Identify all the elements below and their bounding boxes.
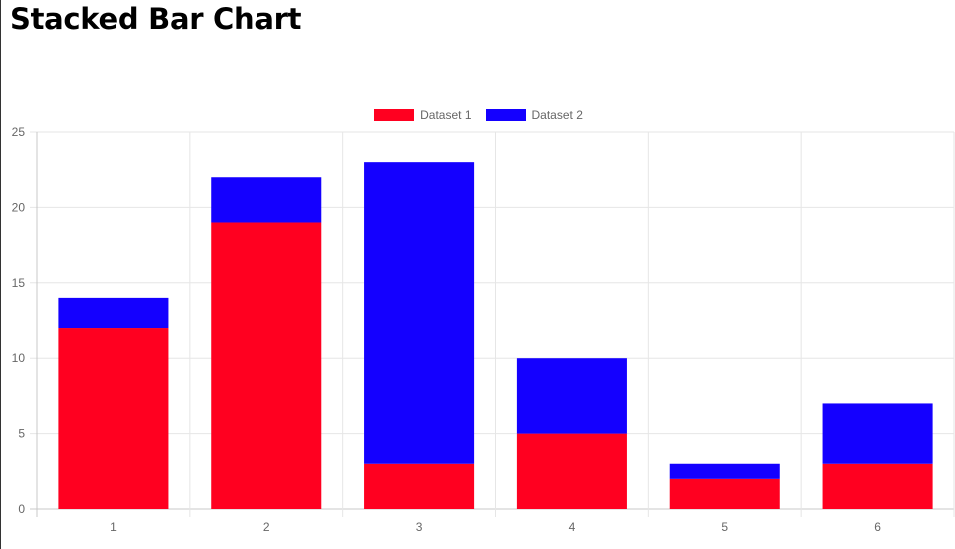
bar-2-4[interactable]	[516, 358, 627, 434]
grid-layer	[30, 131, 955, 517]
bar-1-1[interactable]	[58, 328, 169, 509]
bar-2-1[interactable]	[58, 297, 169, 329]
bar-1-4[interactable]	[516, 433, 627, 509]
x-tick-label: 5	[721, 520, 728, 534]
bar-1-6[interactable]	[822, 463, 933, 509]
legend-item-dataset-2[interactable]: Dataset 2	[485, 108, 583, 122]
bar-2-3[interactable]	[364, 162, 475, 464]
bar-1-5[interactable]	[669, 478, 780, 509]
y-tick-label: 25	[12, 125, 26, 139]
bar-2-2[interactable]	[211, 177, 322, 223]
x-tick-label: 3	[416, 520, 423, 534]
legend-swatch-dataset-2	[485, 109, 526, 121]
y-tick-label: 15	[12, 276, 26, 290]
legend-swatch-dataset-1	[374, 109, 415, 121]
x-tick-label: 4	[569, 520, 576, 534]
axis-layer: 0 5 10 15 20 25 1 2 3 4 5 6	[12, 125, 882, 534]
chart-legend: Dataset 1 Dataset 2	[1, 108, 955, 122]
x-tick-label: 2	[263, 520, 270, 534]
legend-item-dataset-1[interactable]: Dataset 1	[374, 108, 472, 122]
x-tick-label: 6	[874, 520, 881, 534]
page-title: Stacked Bar Chart	[10, 2, 302, 36]
bars-layer	[58, 162, 933, 510]
bar-1-2[interactable]	[211, 222, 322, 510]
bar-1-3[interactable]	[364, 463, 475, 509]
legend-label-dataset-2: Dataset 2	[531, 108, 583, 122]
y-tick-label: 20	[12, 200, 26, 214]
y-tick-label: 10	[12, 351, 26, 365]
y-tick-label: 0	[18, 502, 25, 516]
legend-label-dataset-1: Dataset 1	[420, 108, 472, 122]
bar-2-6[interactable]	[822, 403, 933, 464]
x-tick-label: 1	[110, 520, 117, 534]
bar-2-5[interactable]	[669, 463, 780, 479]
y-tick-label: 5	[18, 427, 25, 441]
